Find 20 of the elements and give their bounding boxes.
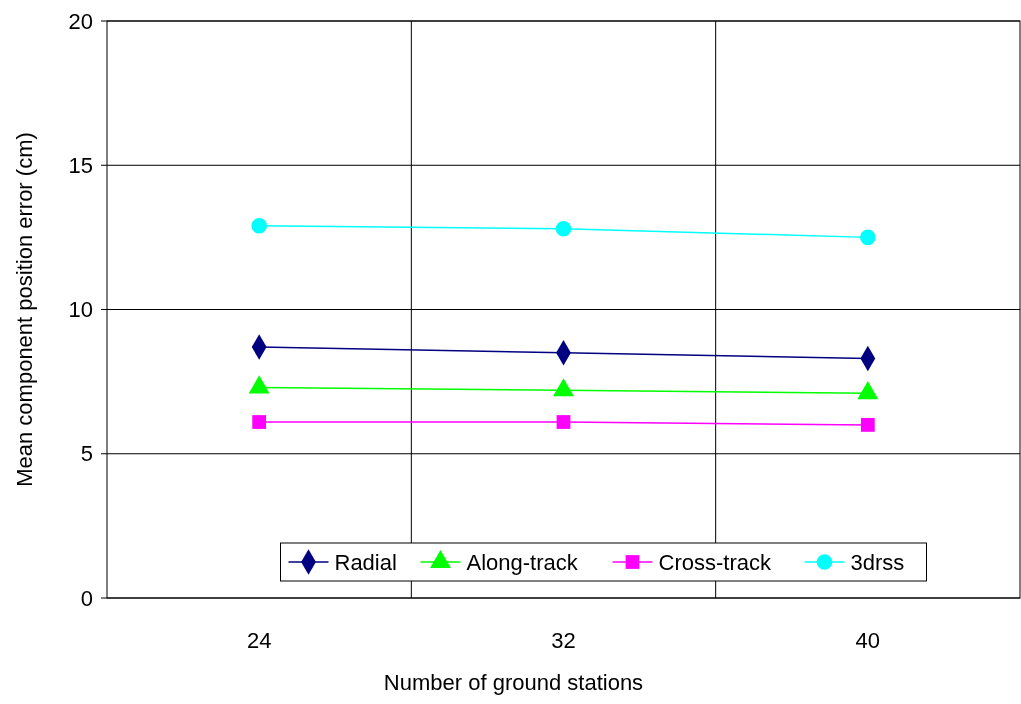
y-tick-label: 20 [68,8,93,34]
legend-label: Along-track [466,549,579,575]
point [252,415,267,429]
legend-label: Cross-track [658,549,772,575]
y-axis-title: Mean component position error (cm) [12,132,37,487]
y-tick-label: 10 [68,297,93,323]
legend-label: 3drss [850,549,905,575]
point [556,415,571,429]
y-tick-label: 5 [80,441,93,467]
legend-label: Radial [334,549,397,575]
y-tick-label: 15 [68,152,93,178]
point [860,418,875,432]
y-tick-label: 0 [80,585,93,611]
x-tick-label: 24 [246,628,272,653]
x-tick-label: 32 [551,628,576,653]
x-axis-title: Number of ground stations [383,670,644,695]
point [860,229,876,246]
x-tick-label: 40 [855,628,881,653]
point [251,218,267,234]
point [555,220,572,237]
